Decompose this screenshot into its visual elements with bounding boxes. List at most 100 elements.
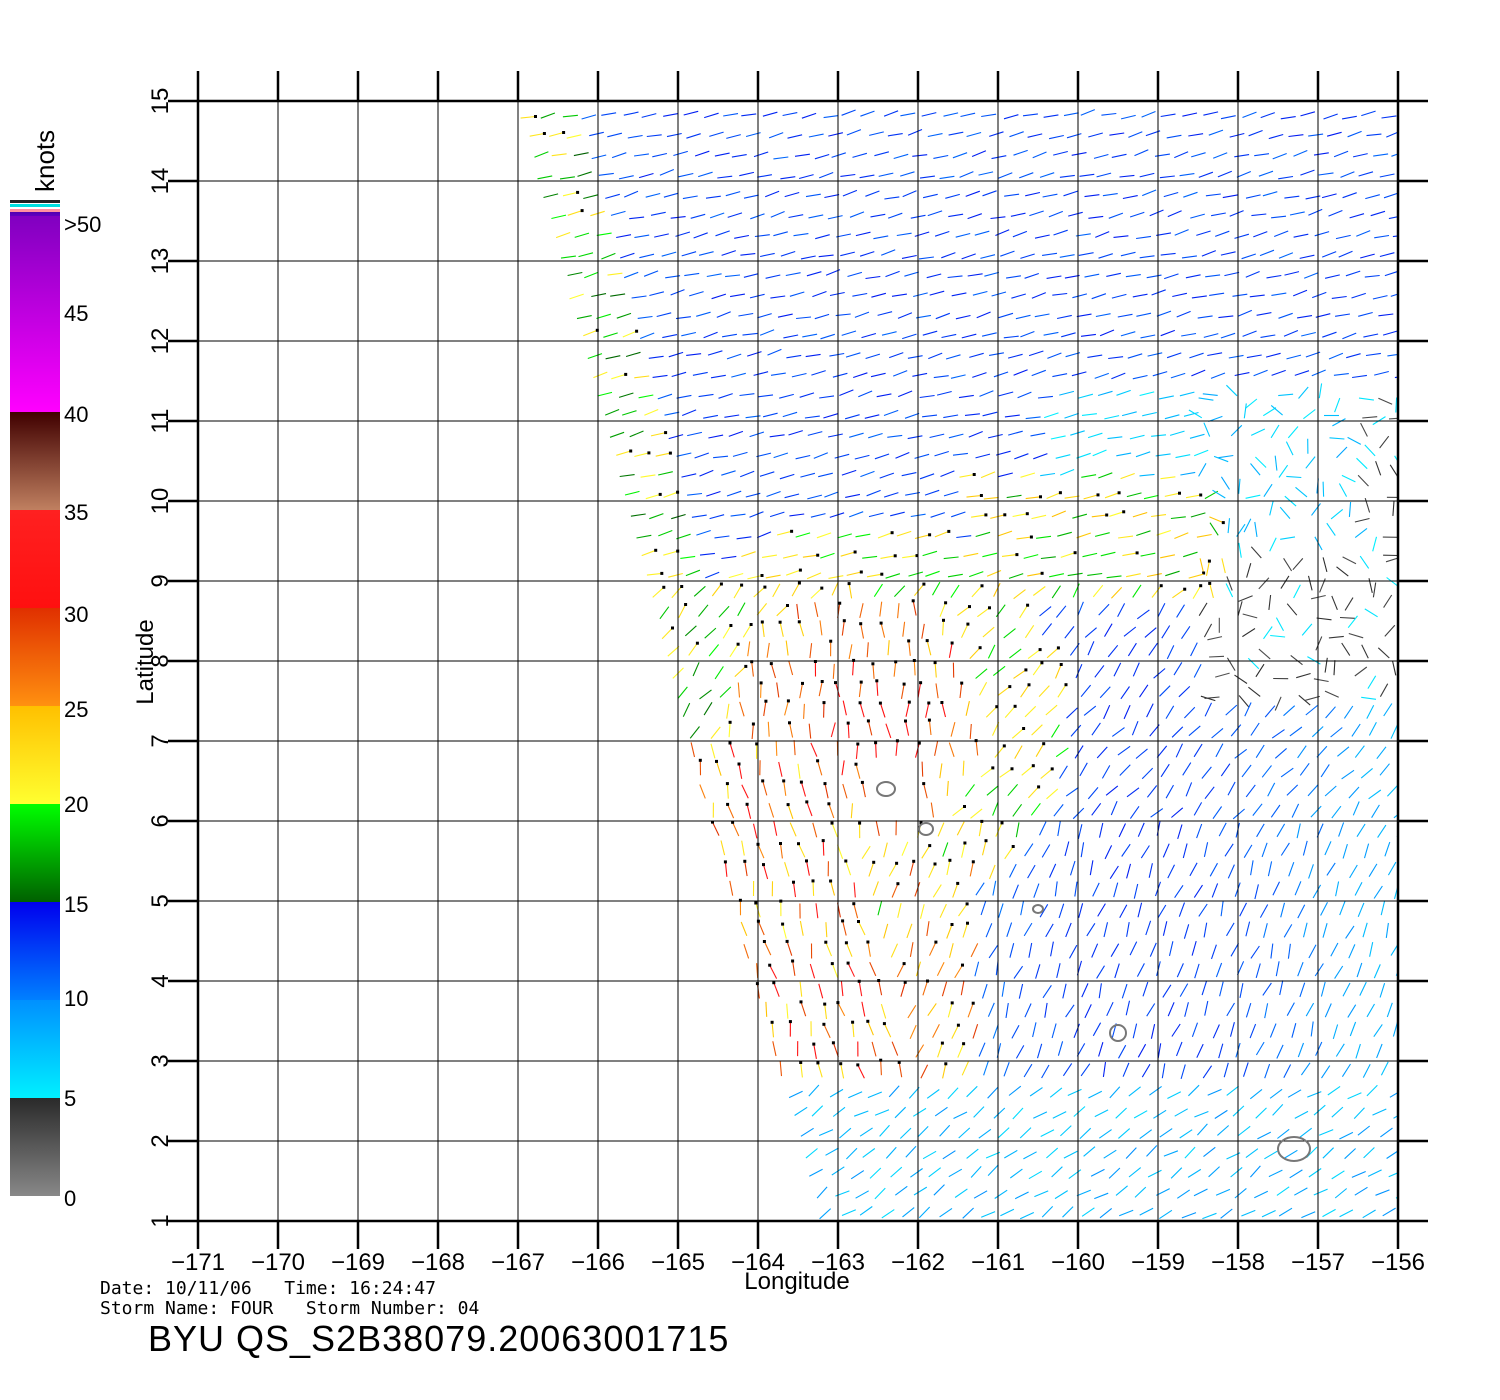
color-scale-band: [10, 1098, 60, 1196]
wind-vector: [1193, 802, 1203, 816]
lat-tick-label: 4: [147, 974, 174, 987]
wind-vector: [943, 414, 959, 419]
wind-vector: [869, 1167, 882, 1179]
wind-vector: [1357, 902, 1365, 918]
wind-vector: [962, 923, 969, 938]
rain-flag-marker: [912, 859, 916, 863]
wind-vector: [1057, 684, 1067, 698]
rain-flag-marker: [834, 681, 837, 685]
wind-vector: [806, 801, 813, 817]
wind-vector: [950, 584, 960, 598]
wind-vector: [1139, 1129, 1153, 1140]
wind-vector: [778, 761, 783, 777]
wind-vector: [1182, 762, 1192, 776]
rain-flag-marker: [1013, 704, 1017, 708]
lat-tick-label: 13: [147, 248, 174, 275]
wind-vector: [1242, 613, 1258, 619]
wind-vector: [1121, 843, 1131, 857]
wind-vector: [715, 761, 722, 776]
rain-flag-marker: [769, 662, 773, 666]
wind-vector: [1165, 784, 1174, 799]
wind-vector: [1179, 93, 1193, 98]
wind-vector: [995, 822, 1003, 837]
rain-flag-marker: [778, 620, 782, 624]
wind-vector: [1338, 822, 1345, 837]
wind-vector: [1013, 965, 1024, 979]
wind-vector: [959, 683, 963, 699]
wind-vector: [703, 331, 718, 339]
wind-vector: [1183, 924, 1190, 939]
wind-vector: [864, 414, 880, 419]
wind-vector: [1110, 943, 1120, 957]
wind-vector: [601, 252, 616, 260]
wind-vector: [1033, 1111, 1048, 1119]
wind-vector: [1226, 657, 1236, 671]
wind-vector: [797, 763, 801, 779]
wind-vector: [1297, 904, 1306, 919]
wind-vector: [709, 131, 724, 137]
wind-vector: [1098, 822, 1104, 838]
wind-vector: [1228, 354, 1244, 359]
color-scale-band: [10, 510, 60, 608]
wind-vector: [762, 864, 769, 880]
wind-vector: [888, 863, 898, 877]
wind-vector: [1057, 531, 1072, 537]
rain-flag-marker: [827, 802, 831, 806]
wind-vector: [1091, 802, 1102, 816]
wind-vector: [878, 980, 883, 996]
wind-vector: [1297, 1042, 1305, 1058]
wind-vector: [1291, 803, 1300, 818]
wind-vector: [941, 333, 957, 339]
wind-vector: [581, 114, 597, 120]
wind-vector: [840, 981, 844, 997]
wind-vector: [1042, 252, 1058, 256]
wind-vector: [1313, 678, 1329, 683]
wind-vector: [616, 312, 632, 319]
rain-flag-marker: [542, 132, 546, 135]
wind-vector: [1218, 454, 1234, 459]
wind-vector: [1139, 1207, 1154, 1216]
island-contours: [876, 781, 1311, 1162]
wind-vector: [782, 112, 798, 117]
wind-vector: [806, 271, 822, 277]
wind-vector: [1111, 293, 1127, 299]
rain-flag-marker: [928, 844, 932, 848]
wind-vector: [1185, 782, 1193, 797]
wind-vector: [584, 271, 599, 279]
wind-vector: [1204, 702, 1212, 717]
rain-flag-marker: [968, 605, 971, 609]
wind-vector: [1052, 1111, 1067, 1119]
wind-vector: [1213, 455, 1229, 463]
wind-vector: [1106, 1001, 1114, 1017]
wind-vector: [1261, 842, 1268, 858]
wind-vector: [995, 229, 1010, 237]
wind-vector: [1088, 215, 1104, 219]
wind-vector: [727, 212, 743, 218]
wind-vector: [1094, 372, 1109, 379]
wind-vector: [1029, 1087, 1043, 1097]
wind-vector: [641, 113, 657, 118]
wind-vector: [808, 723, 812, 739]
wind-vector: [1364, 444, 1376, 457]
wind-vector: [699, 784, 706, 799]
rain-flag-marker: [823, 782, 827, 786]
wind-vector: [1162, 984, 1172, 998]
wind-vector: [1034, 1190, 1049, 1198]
wind-vector: [1175, 454, 1191, 459]
wind-vector: [750, 213, 765, 220]
wind-vector: [1097, 390, 1113, 397]
wind-vector: [1176, 310, 1191, 318]
wind-vector: [954, 1188, 968, 1198]
wind-vector: [784, 862, 790, 877]
wind-vector: [1278, 464, 1289, 478]
wind-vector: [1032, 1022, 1037, 1038]
wind-vector: [1102, 193, 1118, 197]
wind-vector: [942, 1150, 956, 1160]
wind-vector: [1012, 513, 1028, 518]
wind-vector: [1250, 463, 1261, 476]
wind-vector: [939, 763, 943, 779]
wind-vector: [942, 1063, 947, 1079]
rain-flag-marker: [911, 599, 915, 603]
wind-vector: [1362, 1063, 1371, 1078]
